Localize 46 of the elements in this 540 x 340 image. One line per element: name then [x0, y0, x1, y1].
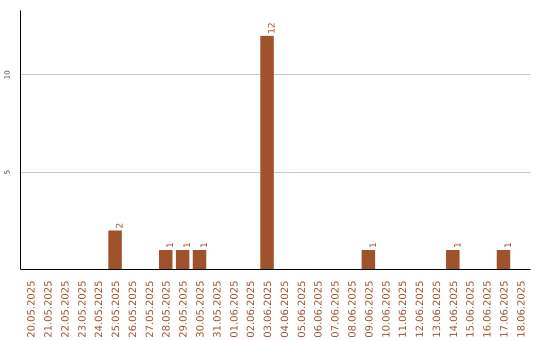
bar [158, 250, 172, 270]
x-tick-label: 17.06.2025 [499, 280, 510, 338]
x-tick-label: 18.06.2025 [516, 280, 528, 338]
x-tick-label: 13.06.2025 [432, 280, 443, 338]
data-label: 1 [453, 242, 464, 248]
x-tick-label: 04.06.2025 [280, 280, 291, 338]
x-tick-label: 22.05.2025 [60, 280, 72, 338]
x-tick-label: 29.05.2025 [178, 280, 190, 338]
x-tick-label: 24.05.2025 [94, 280, 106, 338]
data-label: 2 [116, 222, 126, 229]
x-tick-label: 11.06.2025 [398, 280, 410, 338]
data-label: 1 [504, 242, 514, 248]
x-tick-label: 09.06.2025 [364, 280, 376, 338]
x-tick-label: 20.05.2025 [26, 280, 38, 338]
data-label: 1 [200, 242, 210, 248]
data-label: 12 [268, 22, 278, 34]
x-tick-label: 26.05.2025 [128, 280, 139, 338]
bar [192, 250, 206, 270]
x-tick-label: 06.06.2025 [314, 280, 325, 338]
x-tick-label: 30.05.2025 [196, 280, 207, 338]
x-tick-label: 01.06.2025 [229, 280, 240, 338]
x-tick-label: 31.05.2025 [212, 280, 224, 338]
x-tick-label: 25.05.2025 [111, 280, 122, 338]
data-label: 1 [183, 242, 194, 248]
x-tick-label: 08.06.2025 [347, 280, 358, 338]
bar [260, 36, 274, 270]
bar [108, 230, 122, 270]
data-label: 1 [368, 242, 379, 248]
x-tick-label: 16.06.2025 [482, 280, 494, 338]
bar [176, 250, 190, 270]
x-tick-label: 05.06.2025 [296, 280, 308, 338]
x-tick-label: 10.06.2025 [381, 280, 392, 338]
bar [362, 250, 376, 270]
x-tick-label: 23.05.2025 [77, 280, 88, 338]
x-tick-label: 21.05.2025 [44, 280, 55, 338]
x-tick-label: 02.06.2025 [246, 280, 258, 338]
x-tick-label: 03.06.2025 [263, 280, 274, 338]
bar [446, 250, 460, 270]
bar [496, 250, 510, 270]
x-tick-label: 15.06.2025 [466, 280, 477, 338]
x-tick-label: 27.05.2025 [144, 280, 156, 338]
x-tick-label: 07.06.2025 [330, 280, 342, 338]
x-tick-label: 12.06.2025 [415, 280, 426, 338]
x-tick-label: 14.06.2025 [448, 280, 460, 338]
x-tick-label: 28.05.2025 [162, 280, 173, 338]
data-label: 1 [166, 242, 176, 248]
